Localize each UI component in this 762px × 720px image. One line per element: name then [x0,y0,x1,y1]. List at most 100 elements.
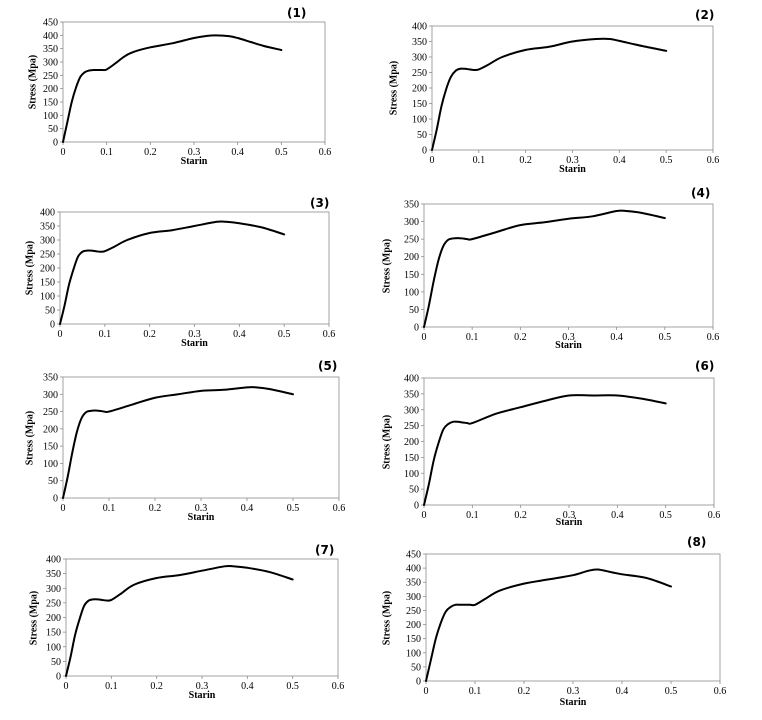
x-tick-label: 0.4 [616,686,629,697]
x-tick-label: 0.5 [659,510,672,521]
x-tick-label: 0 [64,681,69,692]
y-axis-label: Stress (Mpa) [28,590,40,645]
y-tick-label: 350 [43,44,58,55]
x-tick-label: 0.2 [514,510,527,521]
y-tick-label: 200 [404,437,419,448]
y-tick-label: 350 [46,569,61,580]
x-tick-label: 0.6 [319,147,332,158]
chart-svg: 0 50 100 150 200 250 300 350 0 0.1 0.2 0.3 0.4 0.5 0.6 [43,373,346,515]
panel-title: (2) [695,8,715,22]
y-tick-label: 250 [43,407,58,418]
y-tick-label: 100 [404,287,419,298]
x-tick-label: 0.5 [665,686,678,697]
y-tick-label: 200 [406,620,421,631]
x-tick-label: 0.6 [707,155,720,166]
y-tick-label: 400 [46,555,61,566]
y-tick-label: 400 [412,22,427,33]
plot-area-border [431,25,714,151]
plot-area-border [425,553,721,682]
stress-strain-curve [62,386,294,499]
x-tick-label: 0.1 [103,503,116,514]
y-tick-label: 50 [48,124,58,135]
y-tick-label: 300 [40,236,55,247]
y-tick-label: 350 [404,200,419,211]
y-tick-label: 450 [43,18,58,29]
plot-area-border [62,376,340,499]
x-tick-label: 0 [61,147,66,158]
y-tick-label: 200 [43,424,58,435]
chart-svg: 0 50 100 150 200 250 300 350 400 0 0.1 0.2 0.3 0.4 0.5… [46,555,345,693]
y-tick-label: 250 [406,606,421,617]
y-tick-label: 200 [46,613,61,624]
y-tick-label: 0 [416,677,421,688]
y-tick-label: 0 [422,146,427,157]
y-tick-label: 300 [404,405,419,416]
x-tick-label: 0.3 [562,332,575,343]
x-axis-label: Starin [559,697,587,708]
y-tick-label: 400 [40,208,55,219]
y-tick-label: 100 [412,115,427,126]
y-tick-label: 350 [43,373,58,384]
y-tick-label: 50 [45,306,55,317]
x-tick-label: 0.2 [144,147,157,158]
y-tick-label: 450 [406,550,421,561]
y-tick-label: 100 [404,469,419,480]
y-axis-label: Stress (Mpa) [27,54,39,110]
y-tick-label: 150 [40,278,55,289]
y-tick-label: 200 [43,84,58,95]
x-tick-label: 0.5 [659,332,672,343]
x-tick-label: 0.5 [660,155,673,166]
x-tick-label: 0.2 [519,155,532,166]
y-axis-label: Stress (Mpa) [24,240,36,296]
chart-svg: 0 50 100 150 200 250 300 350 0 0.1 0.2 0.3 0.4 0.5 0.6 [404,200,719,344]
chart-panel-5: 0 50 100 150 200 250 300 350 0 0.1 0.2 0.3 0.4 0.5 0.6… [0,355,381,530]
chart-svg: 0 50 100 150 200 250 300 350 400 450 0 0.1 0.2 0.3 0.4… [406,550,726,698]
x-tick-label: 0.1 [466,510,479,521]
y-tick-label: 400 [406,564,421,575]
chart-panel-4: 0 50 100 150 200 250 300 350 0 0.1 0.2 0.3 0.4 0.5 0.6… [381,180,762,360]
x-tick-label: 0.1 [105,681,118,692]
chart-panel-8: 0 50 100 150 200 250 300 350 400 450 0 0.1 0.2 0.3 0.4… [381,535,762,720]
stress-strain-curve [423,394,667,506]
panel-title: (6) [695,359,715,373]
y-tick-label: 200 [40,264,55,275]
chart-panel-7: 0 50 100 150 200 250 300 350 400 0 0.1 0.2 0.3 0.4 0.5… [0,535,381,720]
y-axis-label: Stress (Mpa) [381,414,393,469]
x-tick-label: 0.5 [275,147,288,158]
x-tick-label: 0.3 [567,686,580,697]
x-tick-label: 0.4 [611,510,624,521]
plot-area-border [59,211,330,325]
x-tick-label: 0.3 [188,329,201,340]
y-axis-label: Stress (Mpa) [388,60,400,116]
x-tick-label: 0 [61,503,66,514]
x-tick-label: 0.1 [469,686,482,697]
y-tick-label: 250 [404,235,419,246]
y-tick-label: 100 [43,459,58,470]
y-tick-label: 100 [43,111,58,122]
y-axis-label: Stress (Mpa) [381,238,393,293]
x-tick-label: 0.1 [473,155,486,166]
panel-title: (8) [687,535,707,549]
x-tick-label: 0.6 [332,681,345,692]
y-tick-label: 200 [412,84,427,95]
x-tick-label: 0.5 [286,681,299,692]
y-tick-label: 250 [46,598,61,609]
y-tick-label: 150 [43,98,58,109]
x-tick-label: 0.6 [333,503,346,514]
stress-strain-curve [59,220,286,325]
y-tick-label: 150 [406,634,421,645]
x-tick-label: 0.4 [613,155,626,166]
panel-title: (4) [691,186,711,200]
y-tick-label: 150 [43,442,58,453]
x-tick-label: 0.3 [195,503,208,514]
x-axis-label: Starin [188,690,216,701]
y-axis-label: Stress (Mpa) [381,590,393,645]
y-tick-label: 250 [412,68,427,79]
y-tick-label: 150 [412,99,427,110]
chart-panel-2: 0 50 100 150 200 250 300 350 400 0 0.1 0.2 0.3 0.4 0.5… [381,0,762,180]
y-tick-label: 250 [43,71,58,82]
y-tick-label: 300 [404,217,419,228]
y-tick-label: 0 [53,138,58,149]
stress-strain-curve [62,34,283,143]
y-tick-label: 0 [56,672,61,683]
